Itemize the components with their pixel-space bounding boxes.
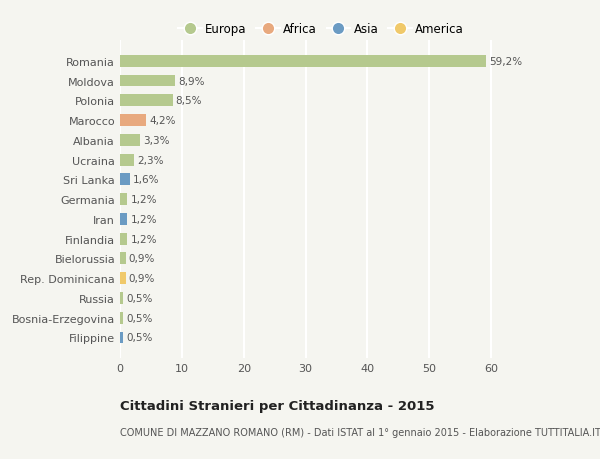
Text: 0,5%: 0,5% [126, 313, 152, 323]
Bar [120, 233, 127, 245]
Bar [120, 213, 127, 225]
Text: Cittadini Stranieri per Cittadinanza - 2015: Cittadini Stranieri per Cittadinanza - 2… [120, 399, 434, 412]
Bar [120, 75, 175, 87]
Text: 59,2%: 59,2% [489, 56, 523, 67]
Bar [120, 154, 134, 166]
Bar [120, 95, 173, 107]
Text: 3,3%: 3,3% [143, 135, 170, 146]
Text: COMUNE DI MAZZANO ROMANO (RM) - Dati ISTAT al 1° gennaio 2015 - Elaborazione TUT: COMUNE DI MAZZANO ROMANO (RM) - Dati IST… [120, 427, 600, 437]
Bar [120, 273, 125, 285]
Text: 1,2%: 1,2% [131, 214, 157, 224]
Text: 0,5%: 0,5% [126, 333, 152, 343]
Text: 8,9%: 8,9% [178, 76, 205, 86]
Bar [120, 56, 486, 67]
Bar [120, 194, 127, 206]
Bar [120, 332, 123, 344]
Bar [120, 292, 123, 304]
Bar [120, 134, 140, 146]
Text: 4,2%: 4,2% [149, 116, 176, 126]
Bar [120, 253, 125, 265]
Text: 1,6%: 1,6% [133, 175, 160, 185]
Bar [120, 174, 130, 186]
Text: 1,2%: 1,2% [131, 195, 157, 205]
Text: 0,9%: 0,9% [128, 274, 155, 284]
Text: 8,5%: 8,5% [176, 96, 202, 106]
Text: 1,2%: 1,2% [131, 234, 157, 244]
Text: 2,3%: 2,3% [137, 155, 164, 165]
Bar [120, 115, 146, 127]
Legend: Europa, Africa, Asia, America: Europa, Africa, Asia, America [173, 19, 469, 41]
Text: 0,5%: 0,5% [126, 293, 152, 303]
Text: 0,9%: 0,9% [128, 254, 155, 264]
Bar [120, 312, 123, 324]
